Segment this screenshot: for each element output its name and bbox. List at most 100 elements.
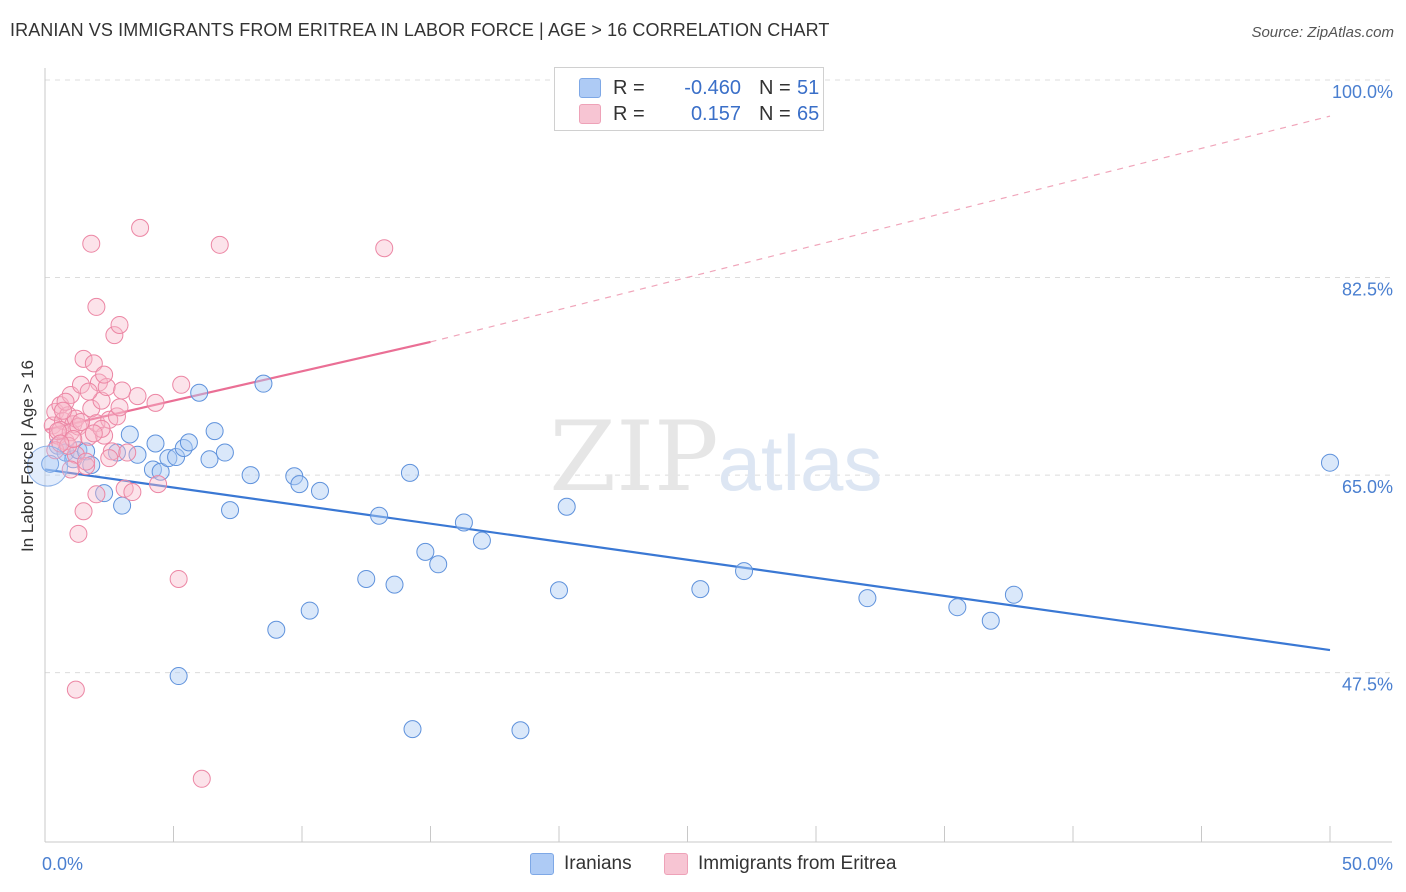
legend-swatch-iranians bbox=[579, 78, 601, 98]
point-iranians-25 bbox=[254, 374, 273, 393]
watermark-atlas: atlas bbox=[718, 419, 883, 507]
point-eritrea-52 bbox=[53, 401, 72, 420]
point-eritrea-61 bbox=[95, 365, 114, 384]
point-iranians-28 bbox=[310, 481, 329, 500]
legend-n-value: 51 bbox=[797, 77, 820, 99]
point-iranians-5 bbox=[77, 442, 96, 461]
point-iranians-20 bbox=[200, 450, 219, 469]
x-tick-label-0: 0.0% bbox=[42, 854, 83, 874]
point-iranians-22 bbox=[215, 443, 234, 462]
point-iranians-41 bbox=[169, 667, 188, 686]
point-iranians-17 bbox=[174, 439, 193, 458]
chart-title: IRANIAN VS IMMIGRANTS FROM ERITREA IN LA… bbox=[10, 20, 830, 40]
legend-swatch-eritrea bbox=[579, 104, 601, 124]
point-eritrea-53 bbox=[71, 413, 90, 432]
y-tick-label-3: 47.5% bbox=[1342, 675, 1393, 695]
point-eritrea-60 bbox=[84, 424, 103, 443]
point-iranians-34 bbox=[472, 531, 491, 550]
point-eritrea-39 bbox=[210, 235, 229, 254]
point-eritrea-17 bbox=[74, 349, 93, 368]
point-eritrea-28 bbox=[105, 326, 124, 345]
point-iranians-0 bbox=[41, 454, 60, 473]
point-iranians-29 bbox=[370, 506, 389, 525]
point-iranians-44 bbox=[300, 601, 319, 620]
point-eritrea-34 bbox=[149, 475, 168, 494]
trend-lines bbox=[44, 115, 1331, 652]
point-eritrea-57 bbox=[118, 443, 137, 462]
point-iranians-39 bbox=[1004, 585, 1023, 604]
legend-r-value: 0.157 bbox=[690, 103, 741, 125]
point-eritrea-42 bbox=[74, 502, 93, 521]
point-eritrea-63 bbox=[128, 387, 147, 406]
point-iranians-27 bbox=[290, 475, 309, 494]
point-eritrea-35 bbox=[172, 375, 191, 394]
point-iranians-48 bbox=[550, 581, 568, 600]
point-iranians-7 bbox=[95, 484, 114, 503]
point-eritrea-49 bbox=[102, 442, 121, 461]
point-eritrea-32 bbox=[123, 483, 142, 502]
legend-r-label: R = bbox=[613, 77, 645, 99]
point-iranians-33 bbox=[454, 513, 473, 532]
point-iranians-32 bbox=[429, 555, 448, 574]
point-eritrea-19 bbox=[79, 427, 98, 446]
point-iranians-31 bbox=[416, 542, 435, 561]
point-iranians-50 bbox=[948, 598, 967, 617]
y-tick-label-1: 82.5% bbox=[1342, 280, 1393, 300]
point-iranians-42 bbox=[385, 575, 404, 594]
trend-line-eritrea bbox=[44, 340, 431, 432]
point-eritrea-64 bbox=[110, 398, 129, 417]
point-eritrea-29 bbox=[110, 315, 129, 334]
legend-n-label: N = bbox=[759, 77, 791, 99]
trend-line-eritrea-extension bbox=[430, 115, 1331, 343]
y-axis-label: In Labor Force | Age > 16 bbox=[18, 360, 37, 552]
point-iranians-24 bbox=[241, 466, 260, 485]
point-iranians-37 bbox=[858, 589, 877, 608]
point-iranians-21 bbox=[205, 422, 224, 441]
point-eritrea-38 bbox=[131, 218, 150, 237]
point-iranians-40 bbox=[1321, 453, 1339, 472]
point-eritrea-18 bbox=[77, 457, 96, 476]
point-iranians-10 bbox=[120, 425, 139, 444]
point-iranians-16 bbox=[167, 448, 186, 467]
point-eritrea-24 bbox=[92, 391, 111, 410]
point-iranians-38 bbox=[981, 611, 1000, 630]
point-eritrea-44 bbox=[69, 524, 88, 543]
point-iranians-45 bbox=[267, 620, 286, 639]
point-iranians-47 bbox=[511, 721, 530, 740]
point-eritrea-58 bbox=[79, 382, 98, 401]
point-eritrea-37 bbox=[82, 234, 101, 253]
point-iranians-23 bbox=[221, 501, 240, 520]
chart-source: Source: ZipAtlas.com bbox=[1251, 24, 1394, 41]
point-iranians-35 bbox=[557, 497, 576, 516]
point-iranians-19 bbox=[190, 383, 209, 402]
point-eritrea-30 bbox=[113, 381, 132, 400]
point-iranians-cluster bbox=[27, 445, 69, 487]
point-iranians-13 bbox=[146, 434, 165, 453]
point-eritrea-47 bbox=[77, 452, 96, 471]
point-eritrea-33 bbox=[146, 393, 165, 412]
point-eritrea-45 bbox=[66, 680, 85, 699]
axes bbox=[44, 68, 1392, 843]
point-iranians-36 bbox=[735, 562, 754, 581]
point-iranians-49 bbox=[691, 580, 710, 599]
x-tick-label-1: 50.0% bbox=[1342, 854, 1393, 874]
legend-n-label: N = bbox=[759, 103, 791, 125]
y-tick-label-2: 65.0% bbox=[1342, 477, 1393, 497]
legend-r-value: -0.460 bbox=[684, 77, 741, 99]
bottom-legend-label-eritrea: Immigrants from Eritrea bbox=[698, 853, 897, 874]
point-eritrea-36 bbox=[169, 569, 188, 588]
point-iranians-15 bbox=[159, 449, 178, 468]
point-iranians-18 bbox=[179, 433, 198, 452]
tick-labels: 100.0% 82.5% 65.0% 47.5% 0.0% 50.0% bbox=[42, 82, 1393, 874]
data-points bbox=[27, 218, 1339, 788]
point-eritrea-55 bbox=[100, 449, 119, 468]
watermark-zip: ZIP bbox=[549, 401, 718, 513]
point-eritrea-43 bbox=[87, 485, 106, 504]
point-iranians-46 bbox=[403, 720, 422, 739]
point-eritrea-46 bbox=[192, 769, 211, 788]
y-tick-label-0: 100.0% bbox=[1332, 82, 1393, 102]
point-iranians-30 bbox=[400, 463, 419, 482]
point-iranians-43 bbox=[357, 569, 376, 588]
trend-line-iranians bbox=[44, 468, 1331, 652]
